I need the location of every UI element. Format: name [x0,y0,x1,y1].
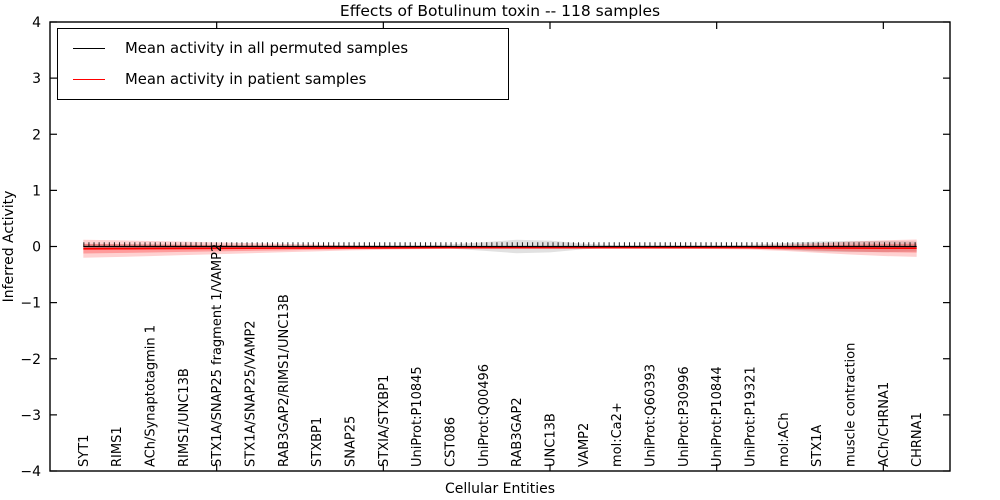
category-label: RAB3GAP2/RIMS1/UNC13B [277,294,292,467]
legend-entry-patient: Mean activity in patient samples [58,69,508,91]
y-tick-labels: −4 −3 −2 −1 0 1 2 3 4 [20,15,41,480]
category-label: UNC13B [544,413,559,467]
category-label: UniProt:P10844 [710,366,725,467]
y-tick-label: −2 [20,352,41,368]
category-label: ACh/CHRNA1 [877,382,892,467]
category-label: SYT1 [77,435,92,467]
category-label: UniProt:P30996 [677,366,692,467]
category-label: mol:ACh [777,412,792,467]
y-tick-label: −1 [20,296,41,312]
y-tick-label: 1 [32,183,41,199]
category-label: STX1A [810,425,825,467]
axes [49,21,951,472]
y-axis-label: Inferred Activity [1,191,17,303]
y-tick-label: 0 [32,240,41,256]
category-label: RAB3GAP2 [510,397,525,467]
category-label: CST086 [444,417,459,467]
category-label: UniProt:P19321 [744,366,759,467]
legend: Mean activity in all permuted samples Me… [57,28,509,100]
y-tick-label: −3 [20,408,41,424]
patient-std-band-outer [83,239,917,258]
patient-mean-line [83,246,917,250]
category-label: VAMP2 [577,423,592,467]
y-tick-label: 4 [32,15,41,31]
category-label: STX1A/SNAP25/VAMP2 [244,320,259,467]
category-label: muscle contraction [844,343,859,467]
y-tick-label: −4 [20,464,41,480]
category-label: UniProt:Q60393 [644,364,659,467]
category-label: UniProt:Q00496 [477,364,492,467]
category-label: UniProt:P10845 [410,366,425,467]
legend-label-permuted: Mean activity in all permuted samples [125,39,409,57]
x-axis-label: Cellular Entities [445,481,555,497]
category-label: SNAP25 [344,416,359,467]
y-tick-label: 3 [32,71,41,87]
legend-line-black [73,48,105,49]
category-label: CHRNA1 [910,412,925,467]
category-label: STX1A/SNAP25 fragment 1/VAMP2 [210,244,225,467]
mean-lines [83,242,917,250]
category-label: STXBP1 [310,417,325,467]
legend-entry-permuted: Mean activity in all permuted samples [58,38,508,60]
category-label: RIMS1 [110,426,125,467]
category-label: STXIA/STXBP1 [377,375,392,467]
legend-label-patient: Mean activity in patient samples [125,70,367,88]
category-label: RIMS1/UNC13B [177,368,192,467]
y-tick-label: 2 [32,127,41,143]
x-category-labels: SYT1 RIMS1 ACh/Synaptotagmin 1 RIMS1/UNC13B… [77,244,925,467]
category-label: ACh/Synaptotagmin 1 [144,325,159,467]
chart-title: Effects of Botulinum toxin -- 118 sample… [340,2,660,20]
legend-line-red [73,79,105,80]
category-label: mol:Ca2+ [610,402,625,467]
